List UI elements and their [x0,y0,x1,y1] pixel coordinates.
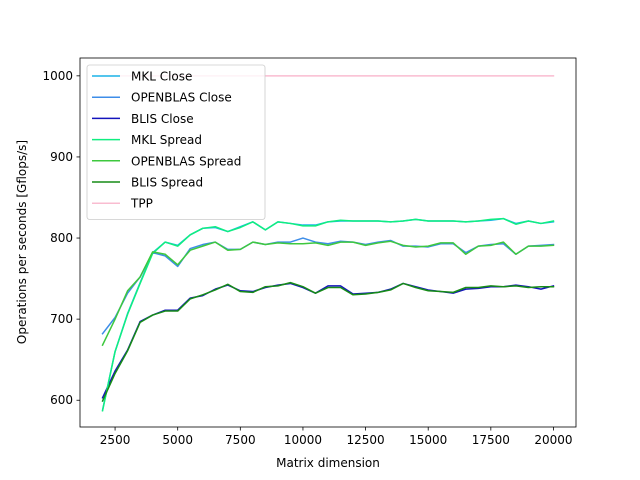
x-tick-label: 12500 [346,433,384,447]
y-axis: 600 700 800 900 1000 [42,69,80,407]
legend-label-openblas-close: OPENBLAS Close [131,91,232,105]
x-axis: 2500 5000 7500 10000 12500 15000 17500 20000 [100,427,573,447]
x-axis-label: Matrix dimension [276,456,380,470]
y-tick-label: 600 [50,393,73,407]
x-tick-label: 20000 [534,433,572,447]
y-tick-label: 700 [50,312,73,326]
legend: MKL Close OPENBLAS Close BLIS Close MKL Spr… [86,64,266,220]
legend-box [86,64,266,220]
legend-label-mkl-spread: MKL Spread [131,133,202,147]
y-tick-label: 1000 [42,69,73,83]
x-tick-label: 2500 [100,433,131,447]
x-tick-label: 15000 [409,433,447,447]
x-tick-label: 17500 [472,433,510,447]
series-line-blis-spread [101,281,555,403]
legend-label-blis-close: BLIS Close [131,112,194,126]
axes-layer [79,57,577,428]
x-tick-label: 7500 [225,433,256,447]
legend-label-openblas-spread: OPENBLAS Spread [131,154,241,168]
legend-label-blis-spread: BLIS Spread [131,176,203,190]
x-tick-label: 5000 [162,433,193,447]
series-line-openblas-spread [101,240,555,347]
y-tick-label: 900 [50,150,73,164]
series-layer [101,75,555,412]
legend-label-tpp: TPP [130,197,153,211]
y-axis-label: Operations per seconds [Gflops/s] [15,140,29,344]
x-tick-label: 10000 [284,433,322,447]
legend-label-mkl-close: MKL Close [131,70,192,84]
series-line-mkl-spread [101,217,555,412]
plot-frame [79,57,577,428]
y-tick-label: 800 [50,231,73,245]
